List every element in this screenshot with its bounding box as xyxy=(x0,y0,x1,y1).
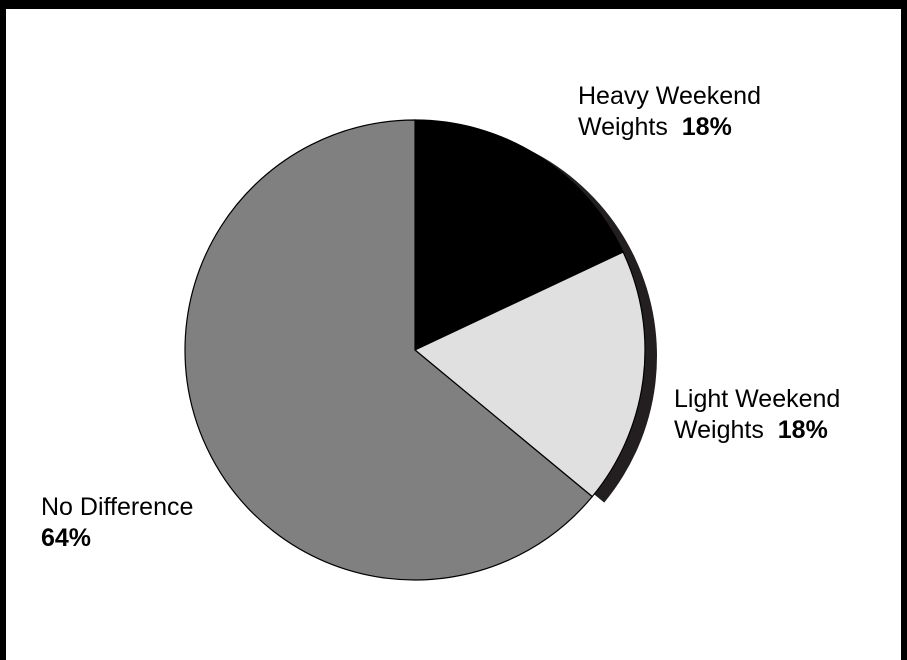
slice-name-line1: Light Weekend xyxy=(674,384,840,415)
slice-label-light-weekend-weights: Light Weekend Weights 18% xyxy=(674,384,840,446)
slice-value-label: 64% xyxy=(41,523,193,554)
slice-name-line1: Heavy Weekend xyxy=(578,81,761,112)
slice-label-no-difference: No Difference 64% xyxy=(41,492,193,554)
chart-panel: Heavy Weekend Weights 18% Light Weekend … xyxy=(6,9,901,660)
slice-name-line2: Weights xyxy=(578,113,668,141)
slice-value-label: 18% xyxy=(778,416,828,444)
slice-label-heavy-weekend-weights: Heavy Weekend Weights 18% xyxy=(578,81,761,143)
pie-chart xyxy=(6,9,901,660)
slice-name-line1: No Difference xyxy=(41,492,193,523)
slice-name-line2: Weights xyxy=(674,416,764,444)
slice-value-label: 18% xyxy=(682,113,732,141)
